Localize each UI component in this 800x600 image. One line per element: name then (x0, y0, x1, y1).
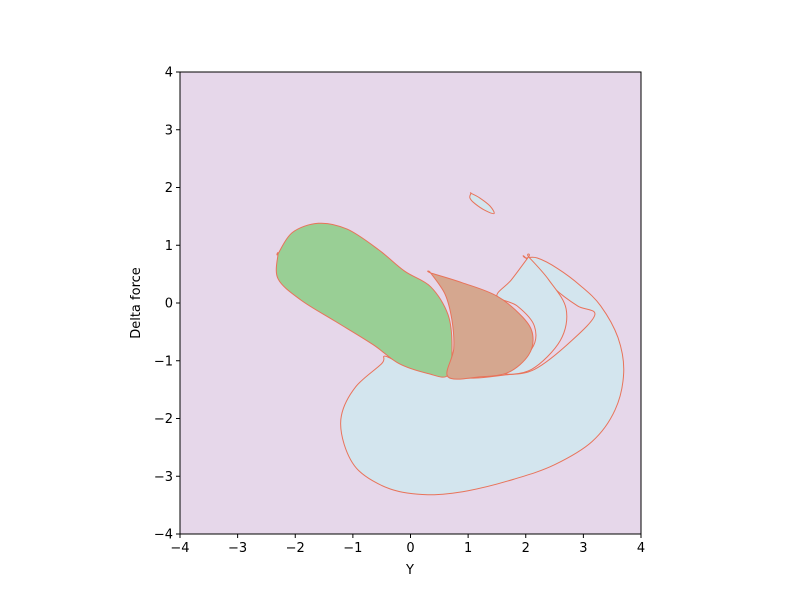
contour-region-lightblue-0 (340, 255, 624, 495)
y-axis-label: Delta force (129, 267, 144, 339)
y-tick-label: −3 (154, 470, 173, 485)
contour-region-lightblue-2 (469, 192, 495, 214)
y-tick-label: −4 (154, 528, 173, 543)
x-tick-label: −1 (343, 541, 362, 556)
x-tick-label: −2 (286, 541, 305, 556)
contour-line-0 (340, 255, 625, 496)
y-tick-label: 0 (165, 297, 173, 312)
y-tick-label: 2 (165, 181, 173, 196)
contour-region-lightblue-1 (496, 253, 567, 375)
contour-region-brown-4 (427, 270, 534, 380)
y-tick-label: 1 (165, 239, 173, 254)
x-tick-label: 1 (464, 541, 472, 556)
contour-regions (275, 192, 625, 496)
y-tick-label: 3 (165, 123, 173, 138)
contour-region-green-3 (276, 223, 452, 378)
x-tick-label: 4 (637, 541, 645, 556)
y-tick-label: 4 (165, 66, 173, 81)
x-tick-label: 3 (579, 541, 587, 556)
x-tick-label: −3 (228, 541, 247, 556)
y-tick-label: −1 (154, 354, 173, 369)
x-tick-label: −4 (170, 541, 189, 556)
x-tick-label: 2 (522, 541, 530, 556)
y-axis: −4 −3 −2 −1 0 1 2 3 4 (154, 66, 180, 543)
x-tick-label: 0 (406, 541, 414, 556)
x-axis-label: Y (405, 563, 414, 578)
contour-line-2 (469, 192, 495, 215)
x-axis: −4 −3 −2 −1 0 1 2 3 4 (170, 534, 645, 556)
y-tick-label: −2 (154, 412, 173, 427)
contour-line-4 (427, 270, 534, 380)
